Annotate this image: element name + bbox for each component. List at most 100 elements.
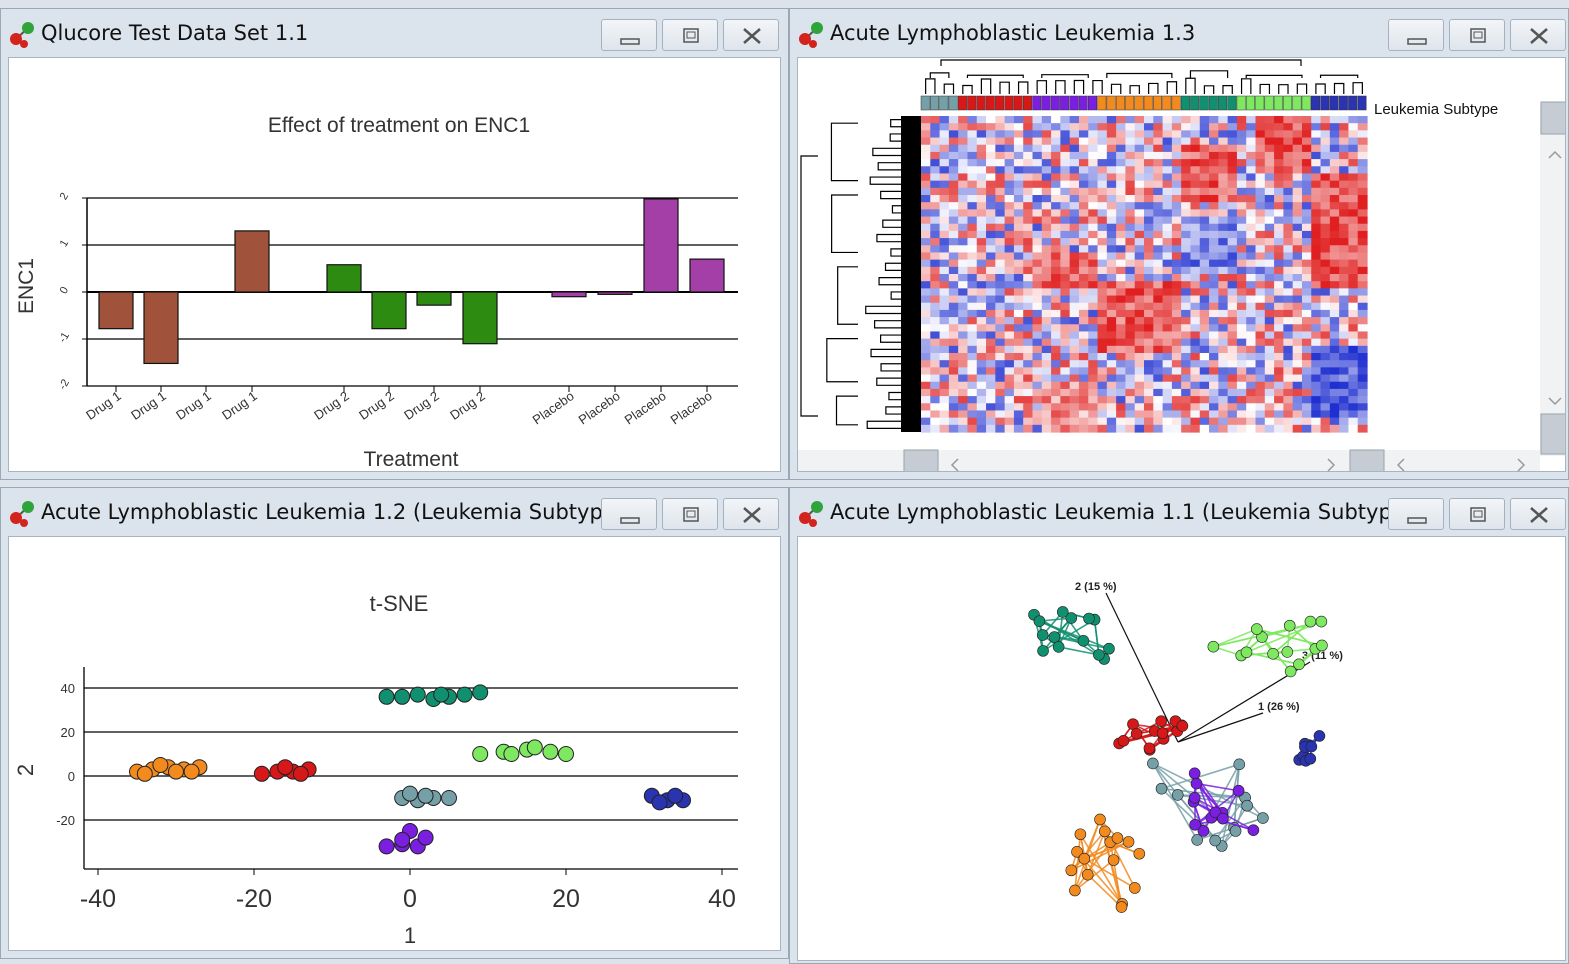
window-heatmap[interactable]: Acute Lymphoblastic Leukemia 1.3 Leukemi… — [789, 8, 1569, 480]
data-point — [1217, 812, 1229, 825]
scroll-left-icon[interactable] — [950, 458, 959, 471]
heatmap-cell — [1171, 187, 1182, 196]
network-edge — [1087, 831, 1106, 875]
heatmap-cell — [1227, 180, 1238, 189]
minimize-button[interactable] — [1388, 19, 1444, 51]
subtype-color-cell — [1227, 95, 1237, 111]
data-point — [503, 746, 520, 762]
close-button[interactable] — [1510, 498, 1566, 530]
heatmap-cell — [1218, 116, 1229, 124]
heatmap-cell — [1013, 137, 1024, 146]
dendrogram-branch — [1315, 83, 1326, 94]
heatmap-cell — [1246, 388, 1257, 397]
heatmap-cell — [967, 324, 978, 333]
title-bar[interactable]: Acute Lymphoblastic Leukemia 1.1 (Leukem… — [790, 488, 1568, 536]
scroll-right-icon[interactable] — [1327, 458, 1336, 471]
heatmap-cell — [1144, 381, 1154, 390]
heatmap-cell — [1199, 360, 1210, 368]
minimize-button[interactable] — [1388, 498, 1444, 530]
heatmap-cell — [1255, 403, 1266, 412]
heatmap-cell — [1311, 151, 1322, 160]
heatmap-cell — [1116, 130, 1127, 139]
heatmap-cell — [1004, 166, 1015, 175]
heatmap-cell — [1032, 381, 1043, 390]
heatmap-cell — [1283, 338, 1294, 347]
heatmap-cell — [1060, 302, 1071, 311]
minimize-button[interactable] — [601, 498, 657, 530]
heatmap-cell — [1088, 295, 1099, 304]
heatmap-cell — [1004, 302, 1015, 311]
heatmap-cell — [976, 317, 987, 325]
scroll-up-icon[interactable] — [1548, 150, 1562, 159]
scroll-right-icon[interactable] — [1517, 458, 1526, 471]
heatmap-cell — [1320, 381, 1331, 390]
scroll-left-icon[interactable] — [1396, 458, 1405, 471]
close-button[interactable] — [723, 498, 779, 530]
heatmap-cell — [1171, 252, 1182, 261]
heatmap-cell — [1125, 166, 1136, 175]
heatmap-cell — [1004, 123, 1015, 131]
heatmap-cell — [1116, 331, 1127, 340]
heatmap-cell — [1078, 396, 1089, 404]
heatmap-cell — [1088, 274, 1099, 282]
vertical-scrollbar[interactable] — [1540, 106, 1566, 456]
heatmap-cell — [1125, 381, 1136, 390]
window-pca[interactable]: Acute Lymphoblastic Leukemia 1.1 (Leukem… — [789, 487, 1569, 964]
heatmap-cell — [1106, 245, 1117, 254]
heatmap-cell — [1292, 281, 1303, 289]
window-tsne[interactable]: Acute Lymphoblastic Leukemia 1.2 (Leukem… — [0, 487, 789, 959]
pca-3d-plot[interactable]: 2 (15 %) 3 (11 %) 1 (26 %) — [798, 537, 1566, 961]
maximize-button[interactable] — [662, 19, 718, 51]
close-button[interactable] — [1510, 19, 1566, 51]
heatmap-cell — [1274, 151, 1284, 160]
heatmap-cell — [1032, 281, 1043, 289]
heatmap-cell — [1023, 116, 1034, 124]
horizontal-scroll-thumb-right[interactable] — [1349, 449, 1385, 472]
maximize-button[interactable] — [662, 498, 718, 530]
heatmap-cell — [976, 144, 987, 153]
heatmap-cell — [1357, 338, 1368, 347]
heatmap-cell — [1301, 223, 1312, 232]
horizontal-scroll-thumb-left[interactable] — [903, 449, 939, 472]
heatmap-cell — [1134, 209, 1145, 218]
heatmap-cell — [1255, 288, 1266, 297]
heatmap-cell — [1023, 317, 1034, 325]
maximize-icon — [1470, 28, 1486, 43]
heatmap-cell — [1320, 274, 1331, 282]
heatmap-cell — [1255, 187, 1266, 196]
heatmap-cell — [986, 302, 996, 311]
title-bar[interactable]: Acute Lymphoblastic Leukemia 1.3 — [790, 9, 1568, 57]
title-bar[interactable]: Acute Lymphoblastic Leukemia 1.2 (Leukem… — [1, 488, 788, 536]
heatmap-cell — [1329, 216, 1340, 225]
heatmap-cell — [1125, 345, 1136, 354]
heatmap-cell — [1004, 252, 1015, 261]
heatmap-cell — [1357, 417, 1368, 426]
window-bar-chart[interactable]: Qlucore Test Data Set 1.1 Effect of trea… — [0, 8, 789, 480]
heatmap-cell — [1199, 187, 1210, 196]
heatmap-cell — [1116, 396, 1127, 404]
maximize-button[interactable] — [1449, 19, 1505, 51]
heatmap-cell — [1004, 137, 1015, 146]
heatmap-cell — [1264, 374, 1275, 383]
heatmap-cell — [1274, 417, 1284, 426]
scroll-down-icon[interactable] — [1548, 397, 1562, 406]
heatmap-cell — [1320, 417, 1331, 426]
heatmap-cell — [1320, 367, 1331, 376]
close-button[interactable] — [723, 19, 779, 51]
heatmap-cell — [1004, 238, 1015, 246]
heatmap-cell — [1032, 374, 1043, 383]
heatmap-cell — [1013, 130, 1024, 139]
heatmap-cell — [1181, 116, 1192, 124]
minimize-button[interactable] — [601, 19, 657, 51]
vertical-scroll-thumb-bottom[interactable] — [1540, 413, 1566, 455]
vertical-scroll-thumb-top[interactable] — [1540, 101, 1566, 135]
heatmap-cell — [1357, 116, 1368, 124]
heatmap-cell — [1274, 209, 1284, 218]
heatmap-cell — [1348, 266, 1359, 275]
x-tick-label: Placebo — [530, 388, 577, 427]
heatmap-cell — [1162, 230, 1173, 239]
maximize-button[interactable] — [1449, 498, 1505, 530]
title-bar[interactable]: Qlucore Test Data Set 1.1 — [1, 9, 788, 57]
heatmap-cell — [976, 151, 987, 160]
heatmap-cell — [1264, 187, 1275, 196]
